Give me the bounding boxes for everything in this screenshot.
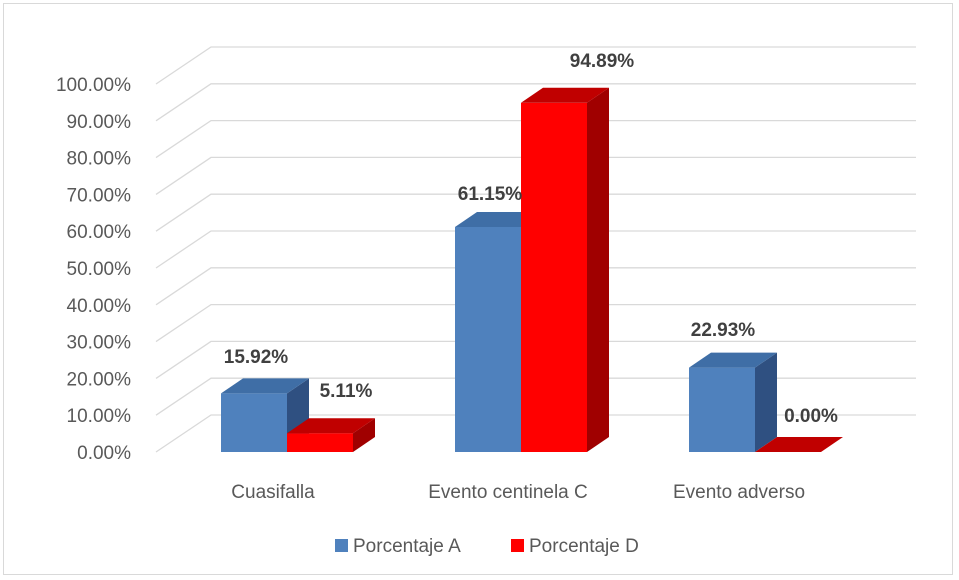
gridlines [155,46,916,453]
bar-side-face [353,418,375,452]
legend-swatch [511,539,524,552]
gridline [155,414,916,453]
y-tick-label: 40.00% [67,296,132,317]
bar-d-2 [755,437,843,452]
gridline [155,267,916,306]
bar-d-1 [521,87,609,452]
legend-label: Porcentaje D [529,536,639,557]
gridline [155,230,916,269]
gridline [155,303,916,343]
legend-entry: Porcentaje A [335,536,461,557]
bar-front-face [689,367,755,452]
gridline [155,83,916,122]
bar-d-0 [287,418,375,452]
data-label: 15.92% [224,347,289,368]
bar-top-face [689,352,777,368]
data-label: 22.93% [691,320,756,341]
legend-swatch [335,539,348,552]
y-axis-ticks: 0.00% 10.00% 20.00% 30.00% 40.00% 50.00% 60.00… [56,75,131,464]
data-label: 61.15% [458,184,523,205]
bar-top-face [221,378,309,394]
x-category-label: Evento adverso [673,482,805,503]
data-label: 5.11% [320,381,373,402]
data-label: 0.00% [784,406,838,427]
y-tick-label: 90.00% [67,112,132,133]
x-axis-categories: Cuasifalla Evento centinela C Evento adver… [231,482,805,503]
legend-label: Porcentaje A [353,536,461,557]
bar-side-face [755,352,777,452]
y-tick-label: 60.00% [67,222,132,243]
bar-front-face [521,102,587,452]
legend-entry: Porcentaje D [511,536,639,557]
gridline [155,156,916,195]
chart-canvas: 0.00% 10.00% 20.00% 30.00% 40.00% 50.00% 60.00… [56,46,916,557]
gridline [155,119,916,159]
x-category-label: Evento centinela C [428,482,588,503]
gridline [155,377,916,416]
y-tick-label: 50.00% [67,259,132,280]
bar-front-face [221,393,287,452]
legend: Porcentaje A Porcentaje D [335,536,639,557]
y-tick-label: 30.00% [67,333,132,354]
y-tick-label: 0.00% [77,443,131,464]
bar-front-face [287,433,353,452]
bar-a-2 [689,352,777,452]
bars [221,87,843,452]
bar-top-face [521,87,609,103]
gridline [155,46,916,85]
y-tick-label: 20.00% [67,369,132,390]
bar-side-face [587,87,609,452]
chart-frame: 0.00% 10.00% 20.00% 30.00% 40.00% 50.00% 60.00… [3,3,953,575]
bar-front-face [455,226,521,452]
gridline [155,193,916,232]
bar-top-face [287,418,375,434]
y-tick-label: 100.00% [56,75,131,96]
bar-top-face [755,437,843,452]
x-category-label: Cuasifalla [231,482,315,503]
data-label: 94.89% [570,51,635,72]
y-tick-label: 10.00% [67,406,132,427]
y-tick-label: 80.00% [67,149,132,170]
y-tick-label: 70.00% [67,185,132,206]
gridline [155,340,916,379]
data-labels: 15.92% 5.11% 61.15% 94.89% 22.93% 0.00% [224,51,838,427]
